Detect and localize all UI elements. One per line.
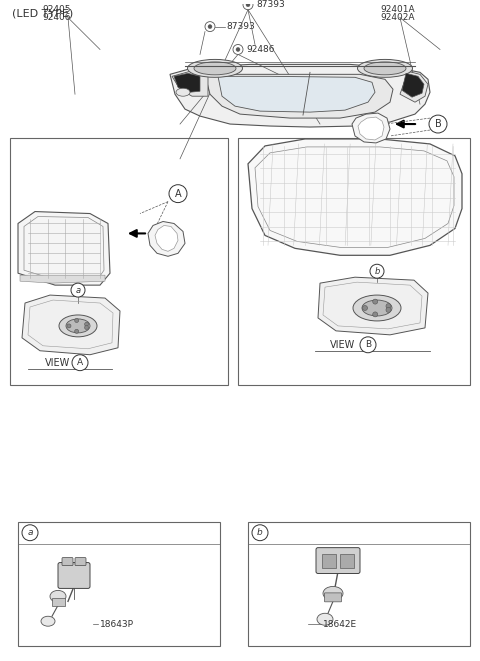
Bar — [238, 138, 470, 385]
Text: B: B — [365, 340, 371, 349]
Circle shape — [75, 329, 79, 333]
FancyBboxPatch shape — [62, 558, 73, 566]
Circle shape — [246, 3, 250, 7]
Circle shape — [72, 355, 88, 371]
Polygon shape — [218, 76, 375, 112]
Polygon shape — [22, 295, 120, 355]
Circle shape — [71, 283, 85, 297]
Ellipse shape — [364, 62, 406, 75]
Polygon shape — [400, 71, 428, 102]
Text: 92405: 92405 — [42, 5, 71, 14]
Bar — [10, 138, 228, 385]
Circle shape — [67, 324, 71, 328]
FancyBboxPatch shape — [75, 558, 86, 566]
Circle shape — [362, 305, 368, 311]
Polygon shape — [170, 64, 430, 127]
Polygon shape — [148, 221, 185, 256]
Polygon shape — [155, 225, 178, 251]
Ellipse shape — [358, 59, 412, 77]
FancyBboxPatch shape — [339, 554, 353, 568]
FancyBboxPatch shape — [324, 593, 341, 602]
Circle shape — [205, 22, 215, 32]
Text: A: A — [77, 358, 83, 368]
FancyBboxPatch shape — [322, 554, 336, 568]
Ellipse shape — [317, 613, 333, 625]
Ellipse shape — [323, 586, 343, 600]
Text: 92401A: 92401A — [380, 5, 415, 14]
Circle shape — [386, 307, 391, 313]
Circle shape — [386, 303, 391, 309]
Text: b: b — [257, 528, 263, 537]
Text: VIEW: VIEW — [45, 358, 70, 368]
Text: 87393: 87393 — [256, 0, 285, 9]
Ellipse shape — [362, 300, 392, 316]
Circle shape — [243, 0, 253, 10]
Ellipse shape — [41, 616, 55, 626]
Ellipse shape — [176, 89, 190, 97]
Text: 92406: 92406 — [42, 13, 71, 22]
Polygon shape — [174, 73, 200, 93]
Ellipse shape — [59, 315, 97, 337]
Text: a: a — [27, 528, 33, 537]
Ellipse shape — [188, 59, 242, 77]
Text: 87393: 87393 — [226, 22, 255, 31]
Text: 92402A: 92402A — [380, 13, 415, 22]
Circle shape — [372, 299, 378, 304]
Circle shape — [236, 48, 240, 52]
Polygon shape — [20, 275, 105, 283]
Text: B: B — [434, 119, 442, 129]
Bar — [248, 522, 470, 646]
Text: 18643P: 18643P — [100, 620, 134, 629]
Circle shape — [360, 337, 376, 353]
Polygon shape — [205, 74, 393, 118]
Polygon shape — [352, 113, 390, 143]
Circle shape — [84, 323, 89, 327]
FancyBboxPatch shape — [51, 598, 64, 606]
FancyBboxPatch shape — [58, 563, 90, 588]
Circle shape — [233, 44, 243, 54]
Polygon shape — [172, 71, 208, 97]
Ellipse shape — [50, 590, 66, 602]
Circle shape — [208, 24, 212, 28]
Text: A: A — [175, 188, 181, 199]
FancyBboxPatch shape — [316, 548, 360, 574]
Circle shape — [84, 325, 89, 329]
Ellipse shape — [353, 295, 401, 321]
Circle shape — [429, 115, 447, 133]
Text: b: b — [374, 266, 380, 276]
Text: 18642E: 18642E — [323, 620, 357, 629]
Ellipse shape — [66, 319, 90, 333]
Circle shape — [252, 525, 268, 541]
Text: (LED TYPE): (LED TYPE) — [12, 9, 73, 19]
Text: a: a — [75, 286, 81, 295]
Circle shape — [169, 184, 187, 203]
Polygon shape — [358, 117, 384, 140]
Ellipse shape — [194, 62, 236, 75]
Text: 92486: 92486 — [246, 45, 275, 54]
Text: VIEW: VIEW — [330, 340, 355, 350]
Polygon shape — [18, 212, 110, 285]
Polygon shape — [402, 73, 424, 97]
Circle shape — [370, 264, 384, 278]
Circle shape — [75, 319, 79, 323]
Bar — [18, 522, 220, 646]
Circle shape — [22, 525, 38, 541]
Polygon shape — [248, 139, 462, 255]
Circle shape — [372, 312, 378, 317]
Polygon shape — [318, 277, 428, 335]
